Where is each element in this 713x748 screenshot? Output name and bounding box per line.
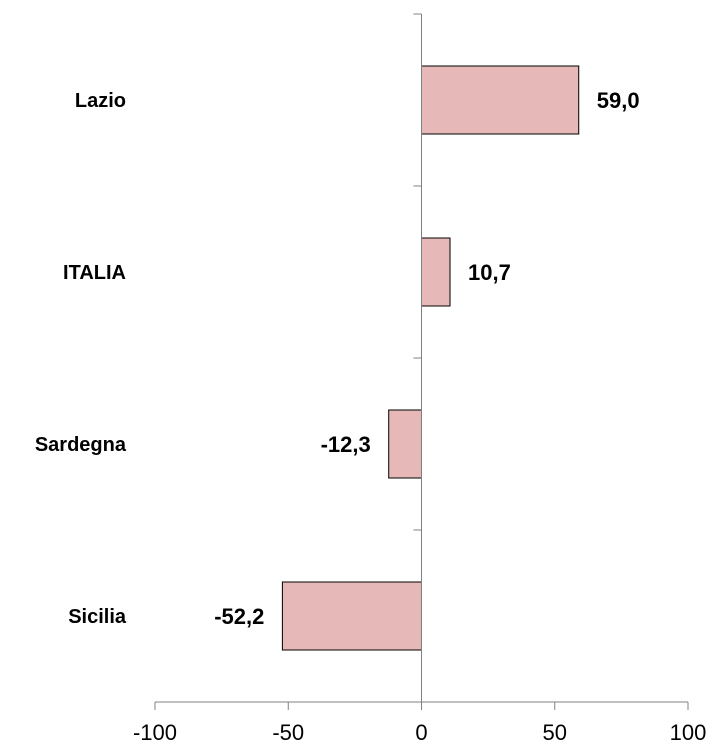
value-label-sardegna: -12,3 xyxy=(321,432,371,457)
x-tick-label: 0 xyxy=(415,720,427,745)
bar-lazio xyxy=(421,65,580,135)
bars-group xyxy=(281,65,580,651)
x-tick-label: -100 xyxy=(133,720,177,745)
value-label-italia: 10,7 xyxy=(468,260,511,285)
bar-sardegna xyxy=(388,409,422,479)
value-label-lazio: 59,0 xyxy=(597,88,640,113)
x-tick-label: 100 xyxy=(670,720,707,745)
bar-sicilia xyxy=(281,581,422,651)
x-axis: -100 -50 0 50 100 xyxy=(133,701,707,745)
value-labels-group: 59,0 10,7 -12,3 -52,2 xyxy=(214,88,639,629)
category-label-sicilia: Sicilia xyxy=(68,606,127,628)
category-labels-group: Lazio ITALIA Sardegna Sicilia xyxy=(35,90,127,628)
category-label-sardegna: Sardegna xyxy=(35,434,127,456)
bar-italia xyxy=(421,237,451,307)
x-tick-label: -50 xyxy=(272,720,304,745)
category-label-italia: ITALIA xyxy=(63,262,126,284)
x-tick-label: 50 xyxy=(543,720,567,745)
category-label-lazio: Lazio xyxy=(75,90,126,112)
value-label-sicilia: -52,2 xyxy=(214,604,264,629)
